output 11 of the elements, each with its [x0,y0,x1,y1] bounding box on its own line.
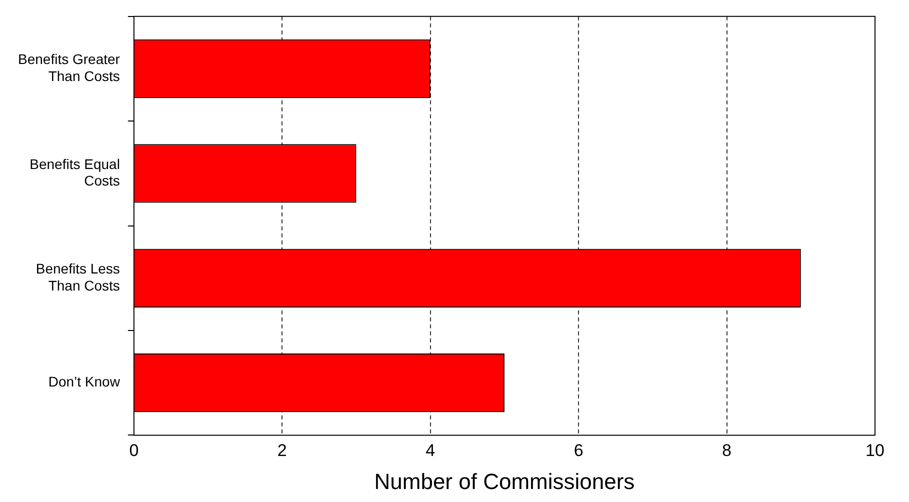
x-tick-label: 10 [866,441,884,460]
x-tick-label: 2 [277,441,287,460]
y-tick-label: Don’t Know [48,374,121,390]
x-tick-label: 4 [426,441,436,460]
y-tick-label: Benefits Less Than Costs [36,260,120,294]
x-tick-label: 8 [722,441,732,460]
x-axis-title: Number of Commissioners [374,468,635,494]
y-tick-label: Benefits Equal Costs [30,156,120,189]
y-tick-label: Benefits Greater Than Costs [18,51,120,84]
x-tick-label: 6 [574,441,584,460]
x-tick-label: 0 [129,441,139,460]
